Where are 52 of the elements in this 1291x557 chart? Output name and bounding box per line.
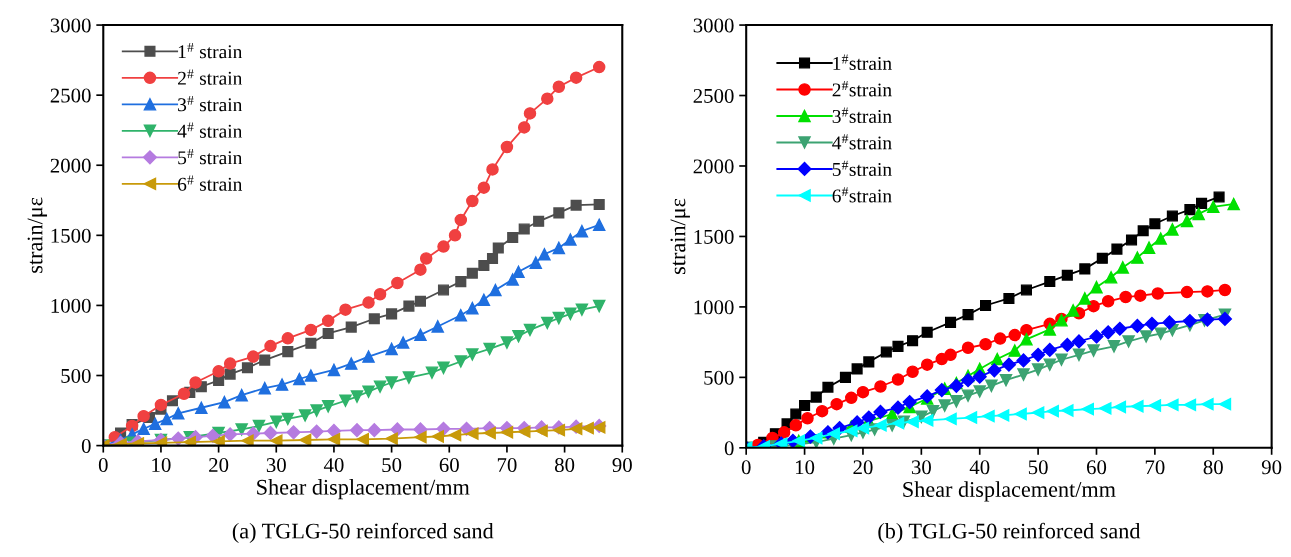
legend-label: 3$^{#}$ strain bbox=[178, 95, 243, 112]
x-tick-label: 60 bbox=[439, 458, 459, 473]
y-tick-label: 3000 bbox=[50, 18, 91, 33]
legend-label: 5$^{#}$ strain bbox=[178, 148, 243, 165]
y-tick-label: 1500 bbox=[51, 228, 91, 243]
x-tick-label: 10 bbox=[796, 460, 815, 475]
legend-label: 4$^{#}$strain bbox=[832, 134, 892, 150]
x-tick-label: 70 bbox=[1145, 460, 1165, 475]
x-tick-label: 60 bbox=[1086, 460, 1107, 475]
y-tick-label: 1500 bbox=[694, 229, 734, 244]
x-tick-label: 30 bbox=[911, 460, 931, 475]
y-axis-title: strain/με bbox=[27, 197, 48, 273]
legend-label: 2$^{#}$strain bbox=[832, 81, 892, 97]
x-tick-label: 70 bbox=[497, 458, 517, 473]
y-tick-label: 2500 bbox=[693, 88, 734, 103]
x-tick-label: 30 bbox=[266, 458, 286, 473]
legend-label: 3$^{#}$strain bbox=[832, 107, 892, 123]
legend-label: 1$^{#}$ strain bbox=[178, 42, 243, 59]
x-tick-label: 90 bbox=[612, 458, 632, 473]
x-tick-label: 10 bbox=[152, 458, 171, 473]
x-tick-label: 20 bbox=[853, 460, 873, 475]
x-tick-label: 90 bbox=[1261, 460, 1282, 475]
y-tick-label: 500 bbox=[61, 368, 91, 383]
y-tick-label: 0 bbox=[81, 438, 91, 454]
x-tick-label: 50 bbox=[382, 458, 402, 473]
x-tick-label: 0 bbox=[98, 458, 108, 473]
x-tick-label: 40 bbox=[323, 458, 344, 473]
x-axis-title: Shear displacement/mm bbox=[903, 481, 1116, 502]
y-tick-label: 3000 bbox=[693, 18, 734, 33]
y-axis-title: strain/με bbox=[670, 198, 690, 274]
text: (b) TGLG-50 reinforced sand bbox=[878, 522, 1141, 544]
y-tick-label: 500 bbox=[704, 370, 734, 385]
legend-label: 6$^{#}$ strain bbox=[178, 175, 243, 191]
y-tick-label: 2000 bbox=[693, 159, 734, 174]
legend-label: 2$^{#}$ strain bbox=[178, 69, 243, 85]
legend-label: 6$^{#}$strain bbox=[832, 187, 892, 203]
y-tick-label: 1000 bbox=[694, 300, 734, 315]
legend-label: 5$^{#}$strain bbox=[832, 160, 892, 176]
legend-label: 4$^{#}$ strain bbox=[177, 122, 243, 138]
legend-label: 1$^{#}$strain bbox=[833, 54, 892, 70]
x-tick-label: 80 bbox=[1203, 460, 1223, 475]
y-tick-label: 2500 bbox=[50, 88, 91, 103]
x-tick-label: 0 bbox=[741, 460, 751, 475]
x-tick-label: 40 bbox=[969, 460, 990, 475]
x-tick-label: 80 bbox=[554, 458, 575, 473]
text: (a) TGLG-50 reinforced sand bbox=[232, 522, 494, 544]
y-tick-label: 0 bbox=[724, 441, 734, 456]
y-tick-label: 2000 bbox=[50, 158, 91, 173]
x-tick-label: 50 bbox=[1028, 460, 1048, 475]
x-axis-title: Shear displacement/mm bbox=[257, 479, 470, 500]
y-tick-label: 1000 bbox=[51, 298, 91, 313]
x-tick-label: 20 bbox=[209, 458, 229, 473]
